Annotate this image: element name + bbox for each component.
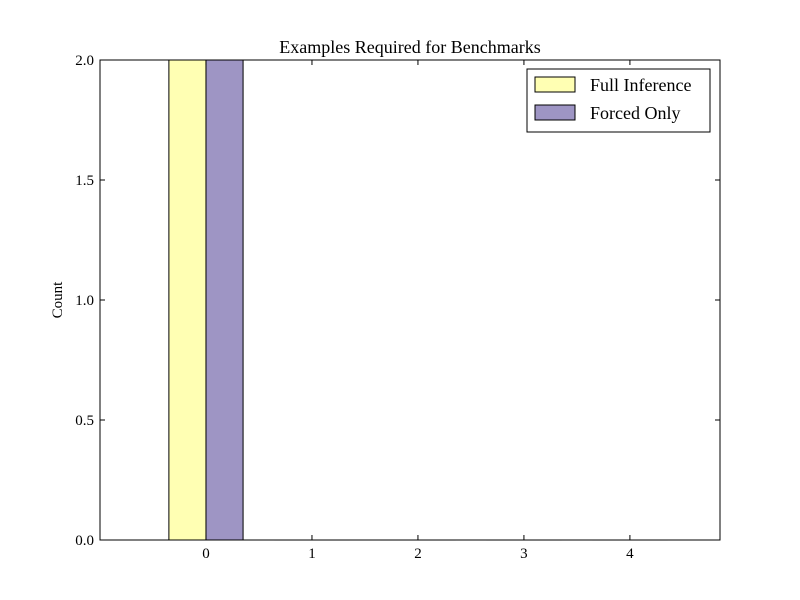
ticks-group: 0 1 2 3 4 0.0 0.5 1.0 1.5 2.0: [75, 53, 720, 562]
legend: Full Inference Forced Only: [526, 68, 711, 133]
legend-label-forced-only: Forced Only: [590, 103, 680, 123]
x-tick-label-2: 2: [414, 546, 422, 562]
y-axis-label: Count: [50, 281, 66, 319]
x-tick-label-3: 3: [520, 546, 528, 562]
bar-forced-only-0: [205, 59, 244, 541]
y-tick-label-0.5: 0.5: [75, 413, 94, 429]
chart-title: Examples Required for Benchmarks: [279, 37, 540, 57]
x-tick-label-0: 0: [202, 546, 210, 562]
legend-label-full-inference: Full Inference: [590, 75, 691, 95]
y-tick-label-1.5: 1.5: [75, 173, 94, 189]
plot-frame: [99, 59, 721, 541]
bar-full-inference-0: [168, 59, 207, 541]
y-tick-label-0.0: 0.0: [75, 533, 94, 549]
x-tick-label-4: 4: [626, 546, 634, 562]
y-tick-label-2.0: 2.0: [75, 53, 94, 69]
legend-swatch-full-inference: [534, 76, 576, 93]
legend-swatch-forced-only: [534, 104, 576, 121]
bars-group: [168, 59, 668, 541]
x-tick-label-1: 1: [308, 546, 316, 562]
y-tick-label-1.0: 1.0: [75, 293, 94, 309]
